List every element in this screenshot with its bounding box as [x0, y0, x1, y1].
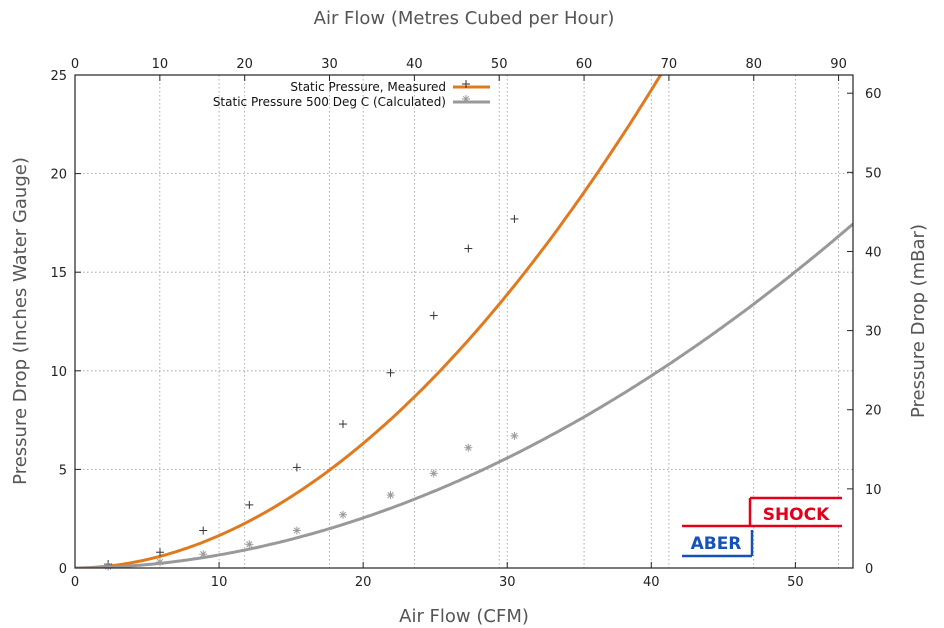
brand-logo: SHOCK ABER: [682, 496, 842, 558]
x-tick-label: 10: [211, 575, 228, 590]
y2-tick-label: 40: [865, 245, 882, 260]
x-tick-label: 50: [787, 575, 804, 590]
y2-tick-label: 20: [865, 404, 882, 419]
plus-marker: [199, 526, 208, 535]
x2-tick-label: 30: [321, 57, 338, 72]
marker-stroke: [430, 470, 437, 477]
y-tick-label: 20: [50, 168, 67, 183]
star-marker: [338, 510, 347, 519]
y-tick-label: 15: [50, 266, 67, 281]
plus-marker: [510, 214, 519, 223]
x2-tick-label: 90: [830, 57, 847, 72]
y-tick-label: 5: [59, 463, 67, 478]
marker-stroke: [387, 491, 394, 499]
plot-border: [74, 74, 854, 569]
star-marker: [510, 431, 519, 440]
x2-tick-label: 10: [152, 57, 169, 72]
y2-tick-label: 0: [865, 562, 873, 577]
y-tick-label: 0: [59, 562, 67, 577]
plot-background: [75, 75, 853, 568]
y2-tick-label: 10: [865, 483, 882, 498]
x2-tick-label: 50: [491, 57, 508, 72]
y2-axis-title: Pressure Drop (mBar): [908, 224, 929, 418]
y2-tick-label: 50: [865, 166, 882, 181]
x2-tick-label: 70: [661, 57, 678, 72]
logo-shock-text: SHOCK: [763, 505, 830, 525]
plus-marker: [429, 311, 438, 320]
marker-stroke: [462, 95, 470, 103]
x2-tick-label: 20: [236, 57, 253, 72]
plus-marker: [245, 500, 254, 509]
series-line-1: [75, 222, 853, 568]
marker-stroke: [293, 527, 301, 534]
marker-stroke: [339, 511, 347, 518]
x2-tick-label: 40: [406, 57, 423, 72]
x-tick-label: 30: [499, 575, 516, 590]
plus-marker: [156, 548, 165, 557]
x2-axis-title: Air Flow (Metres Cubed per Hour): [314, 8, 615, 29]
marker-stroke: [511, 432, 518, 440]
ticks: 0 10 20 30 40 50 0 10 20 30 40 50 60 70 80 90 0 5 10 15 20 25…: [50, 57, 881, 590]
star-marker: [245, 540, 254, 549]
y-tick-label: 25: [50, 69, 67, 84]
star-marker: [292, 526, 301, 535]
marker-stroke: [200, 551, 207, 558]
legend-label-1: Static Pressure 500 Deg C (Calculated): [213, 95, 446, 109]
x-tick-label: 20: [355, 575, 372, 590]
star-marker: [104, 562, 113, 571]
y2-tick-label: 30: [865, 325, 882, 340]
legend-label-0: Static Pressure, Measured: [290, 80, 446, 94]
plus-marker: [292, 463, 301, 472]
x2-tick-label: 60: [576, 57, 593, 72]
star-marker: [464, 443, 473, 452]
marker-stroke: [246, 541, 253, 548]
logo-shock-box: [750, 498, 842, 526]
marker-stroke: [465, 444, 472, 451]
series-line-0: [75, 75, 663, 568]
series: [75, 75, 853, 571]
plus-marker: [462, 80, 470, 88]
y-tick-label: 10: [50, 365, 67, 380]
x2-tick-label: 80: [745, 57, 762, 72]
x-tick-label: 40: [643, 575, 660, 590]
x2-tick-label: 0: [71, 57, 79, 72]
marker-stroke: [156, 558, 164, 566]
star-marker: [429, 469, 438, 478]
star-marker: [156, 558, 165, 567]
star-marker: [386, 491, 395, 500]
y2-tick-label: 60: [865, 87, 882, 102]
x-axis-title: Air Flow (CFM): [399, 606, 529, 627]
plus-marker: [464, 244, 473, 253]
star-marker: [462, 95, 470, 103]
star-marker: [199, 550, 208, 559]
plus-marker: [386, 368, 395, 377]
x-tick-label: 0: [71, 575, 79, 590]
logo-aber-text: ABER: [691, 534, 742, 554]
y-axis-title: Pressure Drop (Inches Water Gauge): [10, 157, 31, 485]
plus-marker: [338, 420, 347, 429]
